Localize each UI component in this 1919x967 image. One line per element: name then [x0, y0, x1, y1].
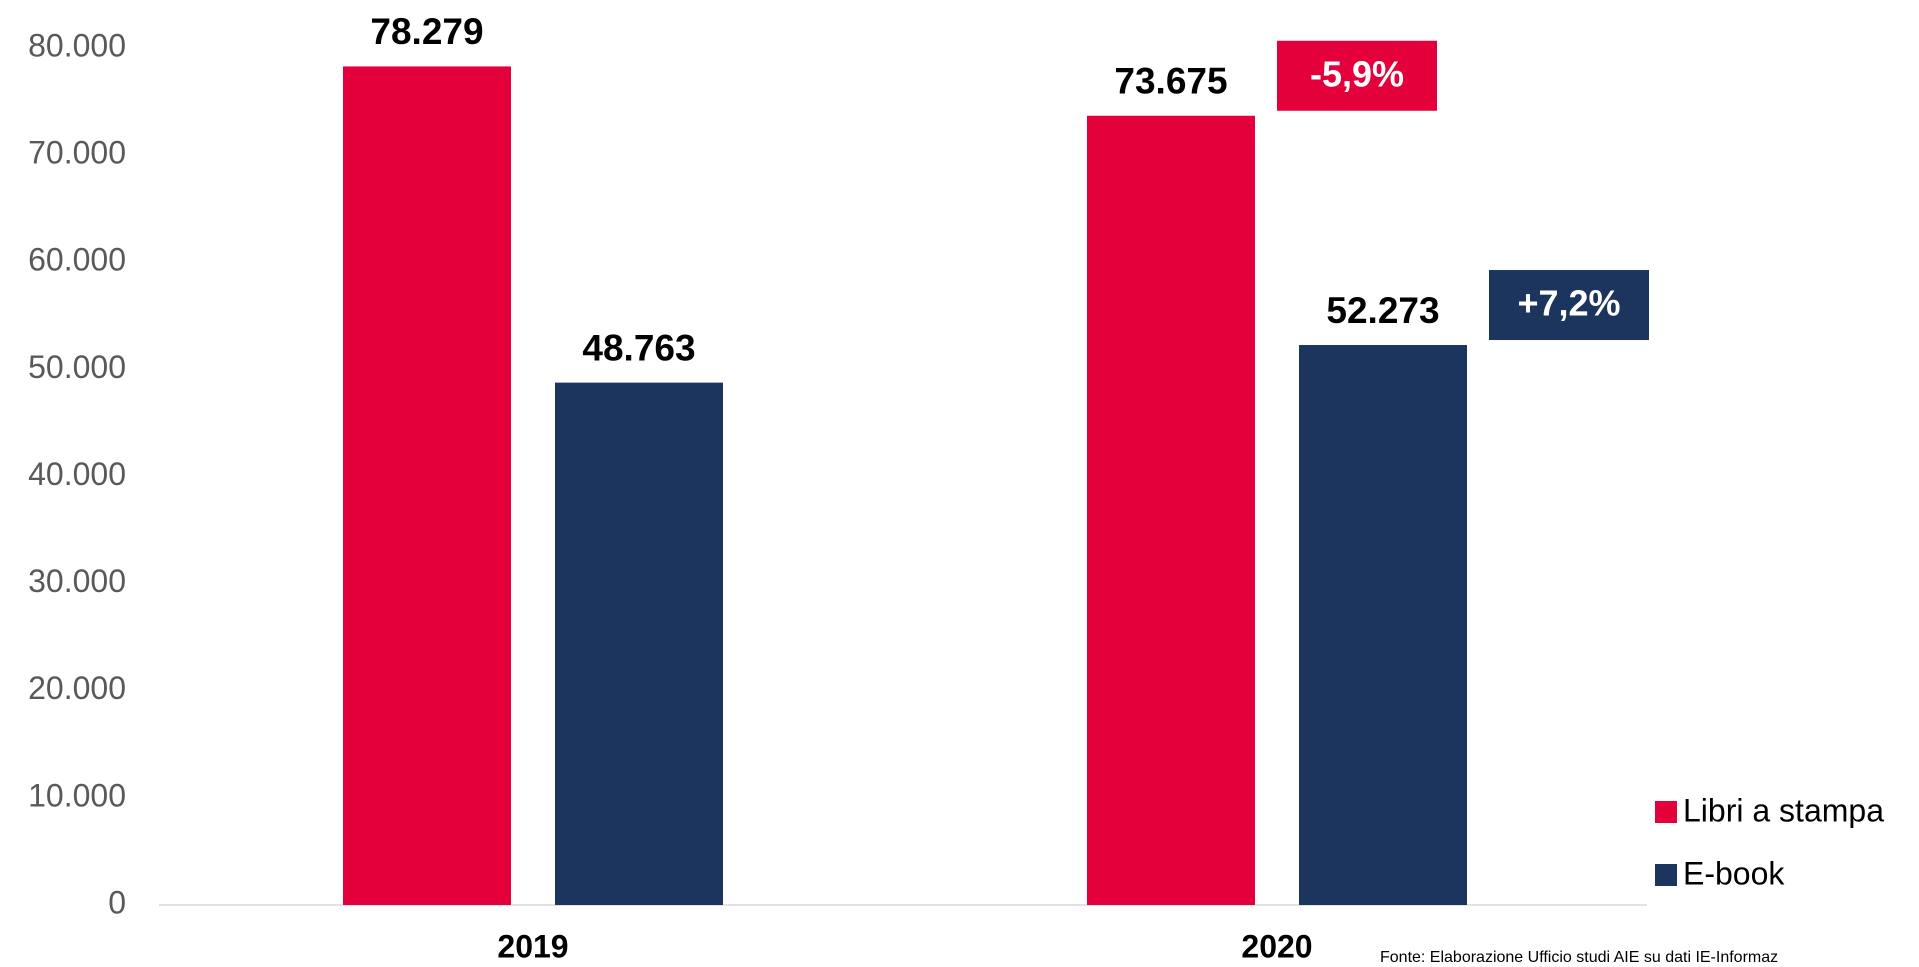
y-tick-label: 20.000 [28, 670, 126, 706]
bar [555, 382, 723, 906]
source-note: Fonte: Elaborazione Ufficio studi AIE su… [1380, 949, 1778, 966]
y-tick-label: 70.000 [28, 135, 126, 171]
y-tick-label: 0 [108, 884, 126, 920]
data-label: 73.675 [1114, 61, 1227, 102]
y-tick-label: 60.000 [28, 242, 126, 278]
data-label: 52.273 [1326, 290, 1439, 331]
bar [343, 66, 511, 905]
annotation: -5,9% [1310, 53, 1404, 94]
bar [1087, 115, 1255, 905]
y-tick-label: 50.000 [28, 349, 126, 385]
legend-swatch [1655, 864, 1677, 886]
y-tick-label: 80.000 [28, 27, 126, 63]
x-tick-label: 2020 [1241, 928, 1312, 964]
annotation-box [1489, 270, 1649, 341]
y-tick-label: 40.000 [28, 456, 126, 492]
y-tick-label: 10.000 [28, 777, 126, 813]
legend-label: Libri a stampa [1683, 792, 1884, 828]
x-tick-label: 2019 [497, 928, 568, 964]
y-tick-label: 30.000 [28, 563, 126, 599]
data-label: 78.279 [370, 11, 483, 52]
annotation: +7,2% [1517, 283, 1620, 324]
legend-swatch [1655, 801, 1677, 823]
bar [1299, 345, 1467, 905]
data-label: 48.763 [582, 327, 695, 368]
legend-label: E-book [1683, 855, 1785, 891]
annotation-box [1277, 40, 1437, 111]
